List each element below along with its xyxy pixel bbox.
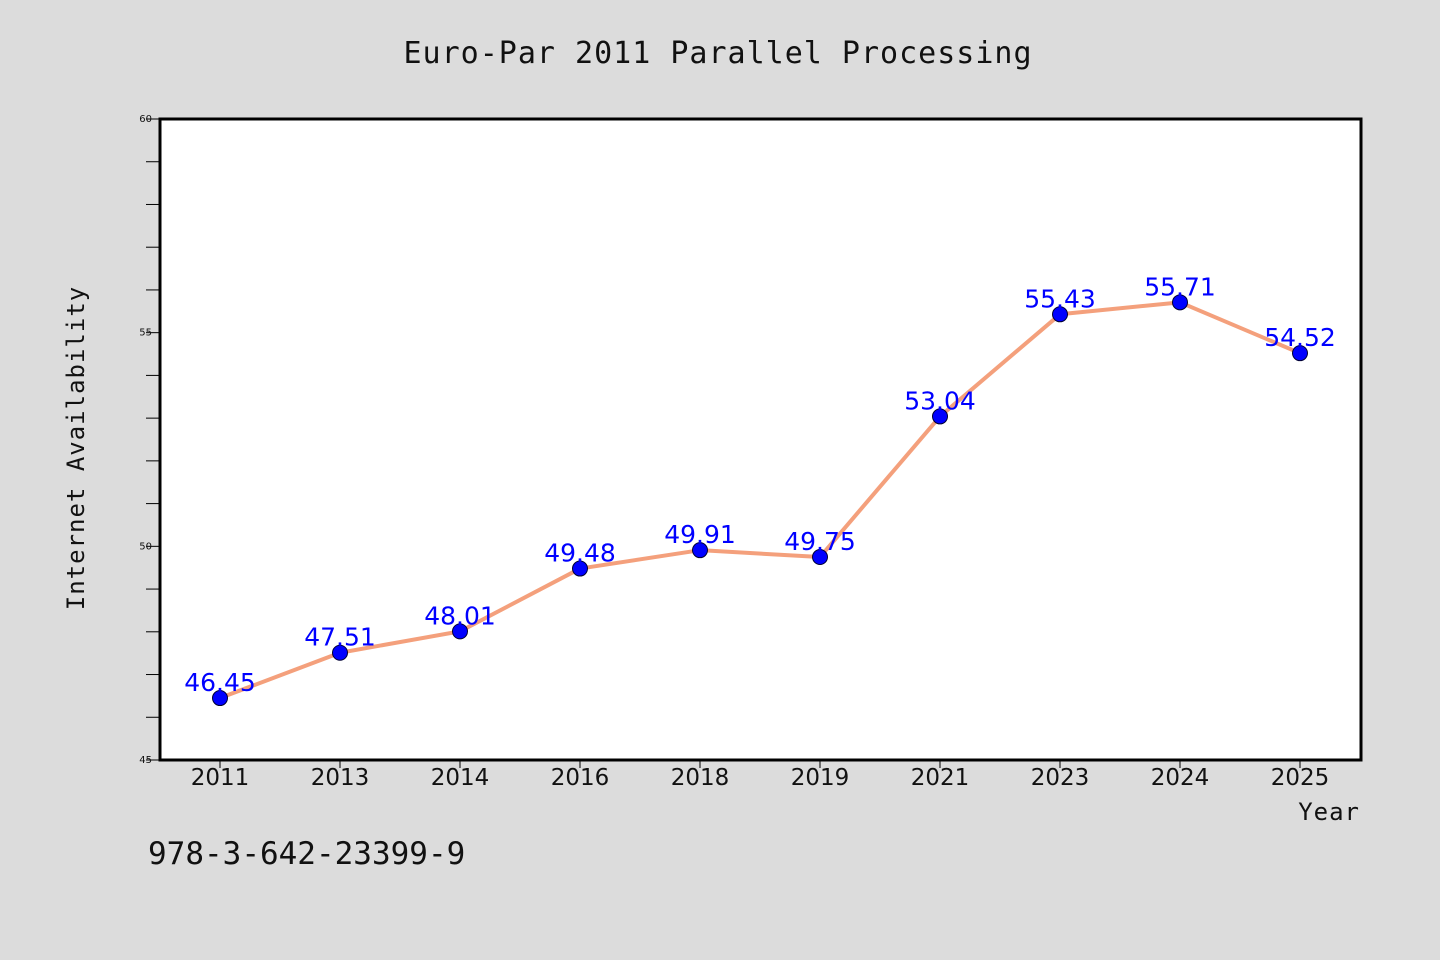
data-label: 49.75 — [784, 527, 856, 556]
series-line — [218, 300, 1302, 701]
x-tick-label: 2024 — [1151, 765, 1210, 791]
chart-title: Euro-Par 2011 Parallel Processing — [403, 36, 1032, 71]
x-tick-label: 2013 — [311, 765, 370, 791]
x-tick-label: 2014 — [431, 765, 490, 791]
data-point — [812, 549, 828, 566]
x-tick-label: 2019 — [791, 765, 850, 791]
data-label: 55.71 — [1144, 272, 1216, 301]
plot-area — [158, 117, 1363, 762]
data-point — [212, 690, 228, 707]
y-axis-label: Internet Availability — [62, 286, 90, 610]
data-series — [212, 294, 1308, 707]
y-axis-ticks: 45 50 55 60 — [139, 114, 160, 766]
x-axis-label: Year — [1298, 798, 1360, 826]
x-tick-label: 2016 — [551, 765, 610, 791]
data-point — [1052, 306, 1068, 323]
data-point — [932, 408, 948, 425]
y-tick-label: 55 — [139, 328, 152, 339]
isbn-text: 978-3-642-23399-9 — [148, 836, 465, 872]
data-point — [692, 542, 708, 559]
data-label: 48.01 — [424, 601, 496, 630]
x-tick-label: 2011 — [191, 765, 250, 791]
data-label: 53.04 — [904, 386, 976, 415]
data-point — [1172, 294, 1188, 311]
data-label: 54.52 — [1264, 323, 1336, 352]
data-label: 49.91 — [664, 520, 736, 549]
data-label: 55.43 — [1024, 284, 1096, 313]
y-tick-label: 45 — [139, 755, 152, 766]
data-label: 49.48 — [544, 539, 616, 568]
x-tick-label: 2023 — [1031, 765, 1090, 791]
y-tick-label: 50 — [139, 541, 152, 552]
data-labels: 46.45 47.51 48.01 49.48 49.91 49.75 53.04 55.43… — [184, 272, 1336, 697]
data-label: 47.51 — [304, 623, 376, 652]
x-axis-ticks: 2011 2013 2014 2016 2018 2019 2021 2023 2024 2025 — [191, 760, 1330, 791]
data-point — [572, 560, 588, 577]
x-tick-label: 2025 — [1271, 765, 1330, 791]
data-point — [332, 644, 348, 661]
data-point — [1292, 345, 1308, 362]
x-tick-label: 2018 — [671, 765, 730, 791]
x-tick-label: 2021 — [911, 765, 970, 791]
data-label: 46.45 — [184, 668, 256, 697]
y-tick-label: 60 — [139, 114, 152, 125]
data-point — [452, 623, 468, 640]
